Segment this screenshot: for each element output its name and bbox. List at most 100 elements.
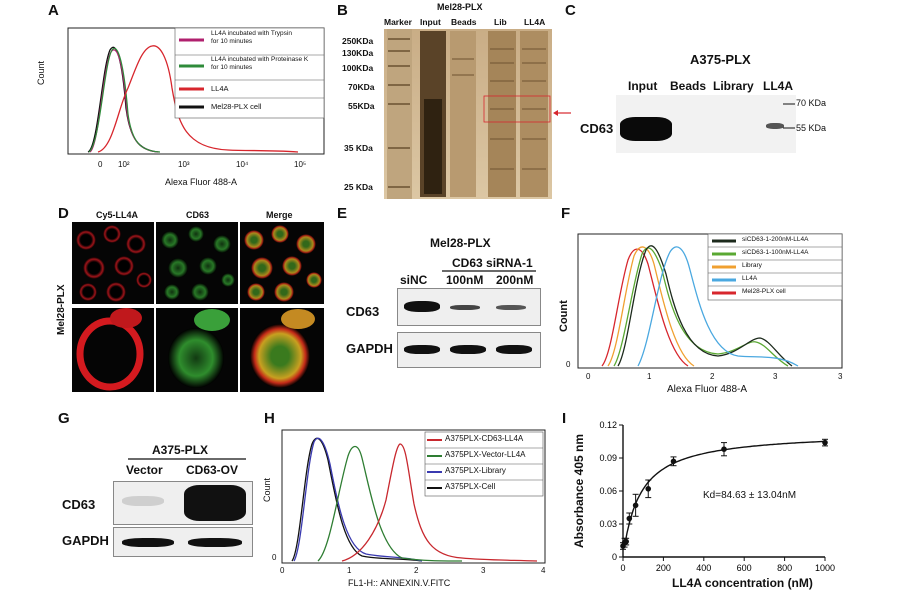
- panel-f-legend: siCD63-1-200nM-LL4A: [742, 236, 809, 243]
- panel-g-lane: Vector: [126, 463, 163, 477]
- panel-b-marker: 35 KDa: [344, 143, 373, 153]
- panel-a-xtick: 10⁴: [236, 160, 249, 169]
- panel-i-ytick-label: 0: [612, 552, 617, 562]
- panel-h-legend: A375PLX-Library: [445, 466, 506, 475]
- panel-d-letter: D: [58, 205, 69, 222]
- panel-c-lane: LL4A: [763, 79, 793, 93]
- panel-f-xtick: 0: [586, 372, 591, 381]
- panel-a-xlabel: Alexa Fluor 488-A: [165, 177, 238, 187]
- panel-h-xtick: 4: [541, 566, 546, 575]
- panel-h-legend: A375PLX-Cell: [445, 482, 496, 491]
- panel-f-legend: Mel28-PLX cell: [742, 288, 786, 295]
- panel-h-curve-vector: [317, 445, 463, 562]
- panel-a-legend-ll4a: LL4A: [211, 84, 229, 93]
- panel-h-xlabel: FL1-H:: ANNEXIN.V.FITC: [348, 578, 451, 588]
- panel-i-ytick-label: 0.09: [599, 453, 617, 463]
- panel-e-blot-gapdh: [397, 332, 541, 368]
- panel-a-legend-cell: Mel28-PLX cell: [211, 102, 262, 111]
- panel-c-marker: 70 KDa: [796, 98, 827, 108]
- panel-f-xtick: 2: [710, 372, 715, 381]
- panel-a-xtick: 0: [98, 160, 103, 169]
- panel-f-curve-200: [617, 245, 793, 367]
- panel-f-curve-library: [607, 246, 695, 367]
- panel-b-lane: LL4A: [524, 17, 546, 27]
- panel-d-rowlabel: Mel28-PLX: [56, 284, 67, 335]
- panel-c-lane: Input: [628, 79, 658, 93]
- panel-g-protein: CD63: [62, 497, 96, 512]
- panel-f-xlabel: Alexa Fluor 488-A: [667, 384, 748, 395]
- panel-a-curve-ll4a: [97, 45, 299, 153]
- panel-d-col: Merge: [266, 210, 293, 220]
- panel-i-data-point: [645, 486, 652, 492]
- panel-g-blot-cd63: [113, 481, 253, 525]
- panel-d-col: Cy5-LL4A: [96, 210, 139, 220]
- panel-h-ylabel: Count: [262, 477, 272, 502]
- panel-e-group-line: [442, 270, 536, 272]
- panel-i-data-point: [623, 538, 629, 545]
- panel-b-marker: 55KDa: [348, 101, 375, 111]
- panel-b-marker: 130KDa: [342, 48, 374, 58]
- panel-f-legend: LL4A: [742, 275, 758, 282]
- panel-c-blot: [616, 95, 796, 153]
- panel-e-protein: GAPDH: [346, 341, 393, 356]
- panel-a-legend-proteinase: LL4A incubated with Proteinase K for 10 …: [211, 56, 309, 71]
- panel-h-plot: [281, 429, 546, 564]
- panel-f-letter: F: [561, 205, 571, 222]
- panel-i-annotation: Kd=84.63 ± 13.04nM: [703, 490, 797, 501]
- panel-h-xtick: 1: [347, 566, 352, 575]
- panel-e-letter: E: [337, 205, 348, 222]
- panel-h-legend: A375PLX-Vector-LL4A: [445, 450, 526, 459]
- panel-c-letter: C: [565, 2, 576, 19]
- panel-i-ytick-label: 0.12: [599, 420, 617, 430]
- panel-b-gel: [384, 29, 552, 199]
- panel-b-letter: B: [337, 2, 348, 19]
- panel-g-letter: G: [58, 410, 70, 427]
- panel-h-curve-cd63: [341, 443, 538, 562]
- panel-f-plot: [577, 233, 843, 369]
- panel-i-letter: I: [562, 410, 567, 427]
- panel-d-col: CD63: [186, 210, 210, 220]
- panel-e-lane: siNC: [400, 273, 428, 287]
- panel-i-xtick-label: 600: [737, 563, 752, 573]
- panel-i-fit-curve: [622, 440, 826, 547]
- panel-c-marker-ticks: [783, 103, 795, 129]
- panel-e-lane: 200nM: [496, 273, 534, 287]
- panel-i-xtick-label: 1000: [815, 563, 835, 573]
- panel-h-curve-cell: [291, 437, 423, 562]
- panel-c-marker: 55 KDa: [796, 123, 827, 133]
- panel-b-marker: 100KDa: [342, 63, 374, 73]
- panel-i-data-point: [626, 515, 633, 522]
- panel-c-lane: Beads: [670, 79, 707, 93]
- panel-h-ytick: 0: [272, 553, 277, 562]
- panel-b-lane: Beads: [451, 17, 477, 27]
- panel-b-marker: 70KDa: [348, 82, 375, 92]
- panel-c-title: A375-PLX: [690, 52, 751, 67]
- panel-e-blot-cd63: [397, 288, 541, 326]
- panel-a-curve-proteinase: [88, 47, 161, 153]
- panel-h-xtick: 3: [481, 566, 486, 575]
- panel-g-title-line: [128, 458, 246, 460]
- panel-a-plot: [67, 27, 325, 155]
- panel-g-protein: GAPDH: [62, 533, 109, 548]
- panel-f-legend: siCD63-1-100nM-LL4A: [742, 249, 809, 256]
- panel-b-title: Mel28-PLX: [437, 2, 483, 12]
- panel-g-blot-gapdh: [113, 527, 253, 557]
- panel-f-curve-ll4a: [637, 246, 799, 367]
- panel-a-xtick: 10³: [178, 160, 190, 169]
- panel-a-letter: A: [48, 2, 59, 19]
- panel-i-xlabel: LL4A concentration (nM): [672, 576, 813, 590]
- panel-h-xtick: 0: [280, 566, 285, 575]
- panel-c-lane: Library: [713, 79, 754, 93]
- panel-b-lane: Input: [420, 17, 441, 27]
- panel-g-lane: CD63-OV: [186, 463, 239, 477]
- panel-f-curve-100: [613, 247, 789, 367]
- panel-i-xtick-label: 200: [656, 563, 671, 573]
- panel-i-data-point: [721, 446, 727, 452]
- panel-d-micrographs: [72, 222, 324, 392]
- panel-i-ytick-label: 0.06: [599, 486, 617, 496]
- panel-a-xtick: 10⁵: [294, 160, 307, 169]
- panel-e-lane: 100nM: [446, 273, 484, 287]
- panel-f-xtick: 3: [773, 372, 778, 381]
- panel-i-plot: 0 0.03 0.06 0.09 0.12 0 200 400 600 800 1000: [599, 420, 835, 573]
- panel-h-legend: A375PLX-CD63-LL4A: [445, 434, 524, 443]
